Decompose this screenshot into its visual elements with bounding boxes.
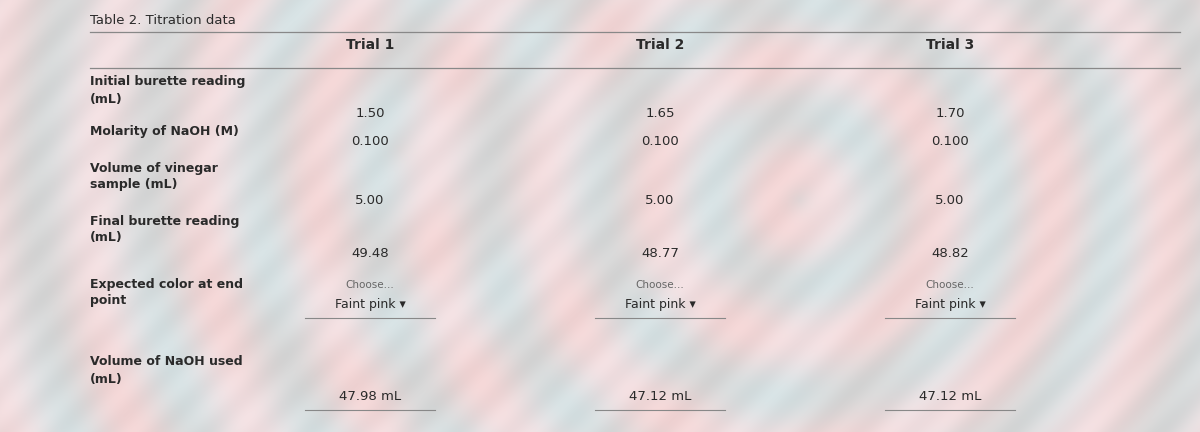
- Text: 5.00: 5.00: [935, 194, 965, 207]
- Text: 1.65: 1.65: [646, 107, 674, 120]
- Text: Initial burette reading: Initial burette reading: [90, 75, 245, 88]
- Text: 47.12 mL: 47.12 mL: [919, 390, 982, 403]
- Text: 1.70: 1.70: [935, 107, 965, 120]
- Text: Choose...: Choose...: [925, 280, 974, 290]
- Text: Trial 1: Trial 1: [346, 38, 394, 52]
- Text: (mL): (mL): [90, 231, 122, 244]
- Text: sample (mL): sample (mL): [90, 178, 178, 191]
- Text: Table 2. Titration data: Table 2. Titration data: [90, 14, 236, 27]
- Text: 47.98 mL: 47.98 mL: [338, 390, 401, 403]
- Text: Volume of NaOH used: Volume of NaOH used: [90, 355, 242, 368]
- Text: (mL): (mL): [90, 373, 122, 386]
- Text: 1.50: 1.50: [355, 107, 385, 120]
- Text: 47.12 mL: 47.12 mL: [629, 390, 691, 403]
- Text: 5.00: 5.00: [646, 194, 674, 207]
- Text: Final burette reading: Final burette reading: [90, 215, 239, 228]
- Text: Expected color at end: Expected color at end: [90, 278, 242, 291]
- Text: Volume of vinegar: Volume of vinegar: [90, 162, 218, 175]
- Text: Faint pink ▾: Faint pink ▾: [625, 298, 695, 311]
- Text: (mL): (mL): [90, 93, 122, 106]
- Text: Choose...: Choose...: [346, 280, 395, 290]
- Text: 0.100: 0.100: [641, 135, 679, 148]
- Text: 0.100: 0.100: [352, 135, 389, 148]
- Text: 49.48: 49.48: [352, 247, 389, 260]
- Text: Faint pink ▾: Faint pink ▾: [335, 298, 406, 311]
- Text: Choose...: Choose...: [636, 280, 684, 290]
- Text: 0.100: 0.100: [931, 135, 968, 148]
- Text: point: point: [90, 294, 126, 307]
- Text: 48.82: 48.82: [931, 247, 968, 260]
- Text: Trial 2: Trial 2: [636, 38, 684, 52]
- Text: Faint pink ▾: Faint pink ▾: [914, 298, 985, 311]
- Text: Molarity of NaOH (M): Molarity of NaOH (M): [90, 125, 239, 138]
- Text: 5.00: 5.00: [355, 194, 385, 207]
- Text: 48.77: 48.77: [641, 247, 679, 260]
- Text: Trial 3: Trial 3: [926, 38, 974, 52]
